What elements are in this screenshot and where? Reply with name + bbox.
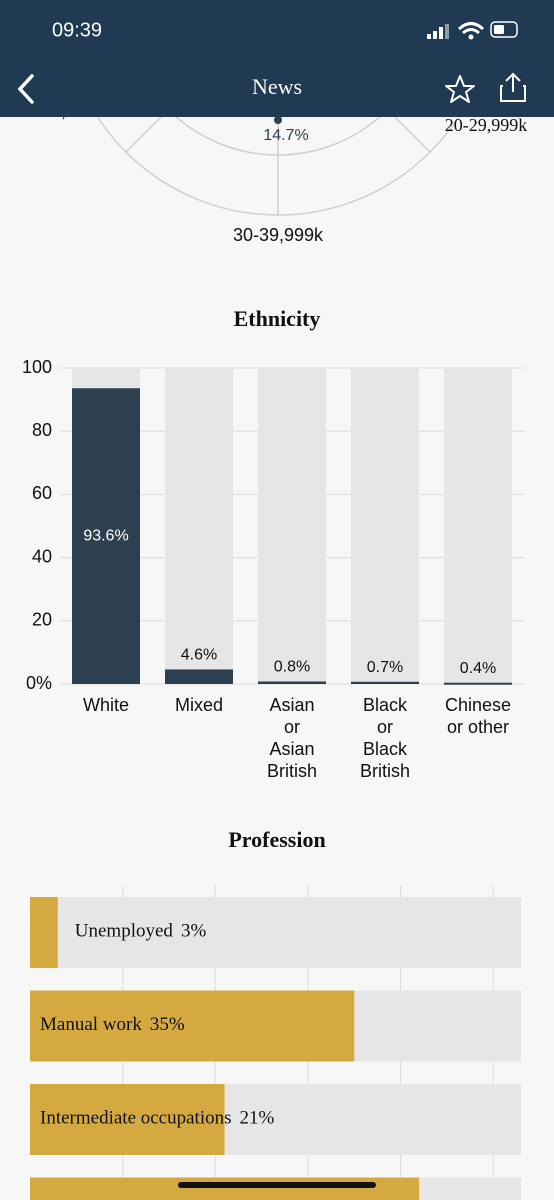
category-label: Intermediate occupations (40, 1108, 232, 1129)
signal-icon (427, 24, 449, 39)
bar (444, 682, 512, 685)
y-tick-label: 20 (32, 610, 52, 630)
header-background (0, 0, 554, 117)
bar-label: Intermediate occupations 21% (40, 1108, 275, 1129)
back-button[interactable] (17, 74, 34, 104)
favorite-button[interactable] (445, 75, 475, 103)
x-tick-label: Mixed (174, 695, 224, 715)
bar-background (444, 368, 512, 684)
status-time: 09:39 (52, 19, 102, 41)
y-tick-label: 80 (32, 420, 52, 440)
y-tick-label: 60 (32, 483, 52, 503)
wifi-icon (457, 22, 485, 35)
bar (351, 681, 419, 684)
value-label: 93.6% (83, 527, 128, 544)
bar (258, 681, 326, 684)
value-label: 0.4% (460, 660, 496, 677)
y-tick-label: 100 (22, 357, 52, 377)
chart-title: Profession (228, 827, 325, 852)
x-tick-label: Black or Black British (359, 695, 411, 781)
home-indicator (178, 1182, 376, 1188)
value-label: 4.6% (181, 647, 217, 664)
bar (30, 1177, 420, 1200)
y-tick-label: 0% (26, 673, 52, 693)
x-tick-label: Asian or Asian British (267, 695, 318, 781)
x-tick-label: White (82, 695, 130, 715)
radial-point (274, 116, 282, 124)
income-label: 20-29,999k (445, 115, 528, 135)
nav-title: News (252, 74, 302, 99)
battery-icon (490, 21, 518, 38)
bar (30, 990, 355, 1062)
value-label: 0.8% (274, 659, 310, 676)
chart-title: Ethnicity (234, 306, 321, 331)
wifi-icon (468, 34, 474, 40)
category-label: Unemployed (75, 921, 174, 942)
bar-label: Manual work 35% (40, 1014, 185, 1035)
bar-background (351, 368, 419, 684)
battery-level (494, 25, 504, 34)
bar (72, 388, 140, 684)
x-tick-label: Chinese or other (444, 695, 512, 737)
income-label: 30-39,999k (233, 225, 324, 245)
bar (30, 1084, 225, 1155)
bar-background (165, 368, 233, 684)
value-label: 3% (181, 921, 207, 942)
value-label: 21% (240, 1108, 275, 1129)
income-value-label: 14.7% (263, 127, 308, 144)
bar (30, 897, 58, 968)
bar-label: Unemployed 3% (75, 921, 207, 942)
header: 09:39 News (0, 0, 554, 117)
share-button[interactable] (500, 72, 526, 102)
bar-background (30, 897, 521, 968)
value-label: 35% (150, 1014, 185, 1035)
category-label: Manual work (40, 1014, 142, 1035)
y-tick-label: 40 (32, 546, 52, 566)
bar (165, 669, 233, 684)
value-label: 0.7% (367, 659, 403, 676)
bar-background (258, 368, 326, 684)
